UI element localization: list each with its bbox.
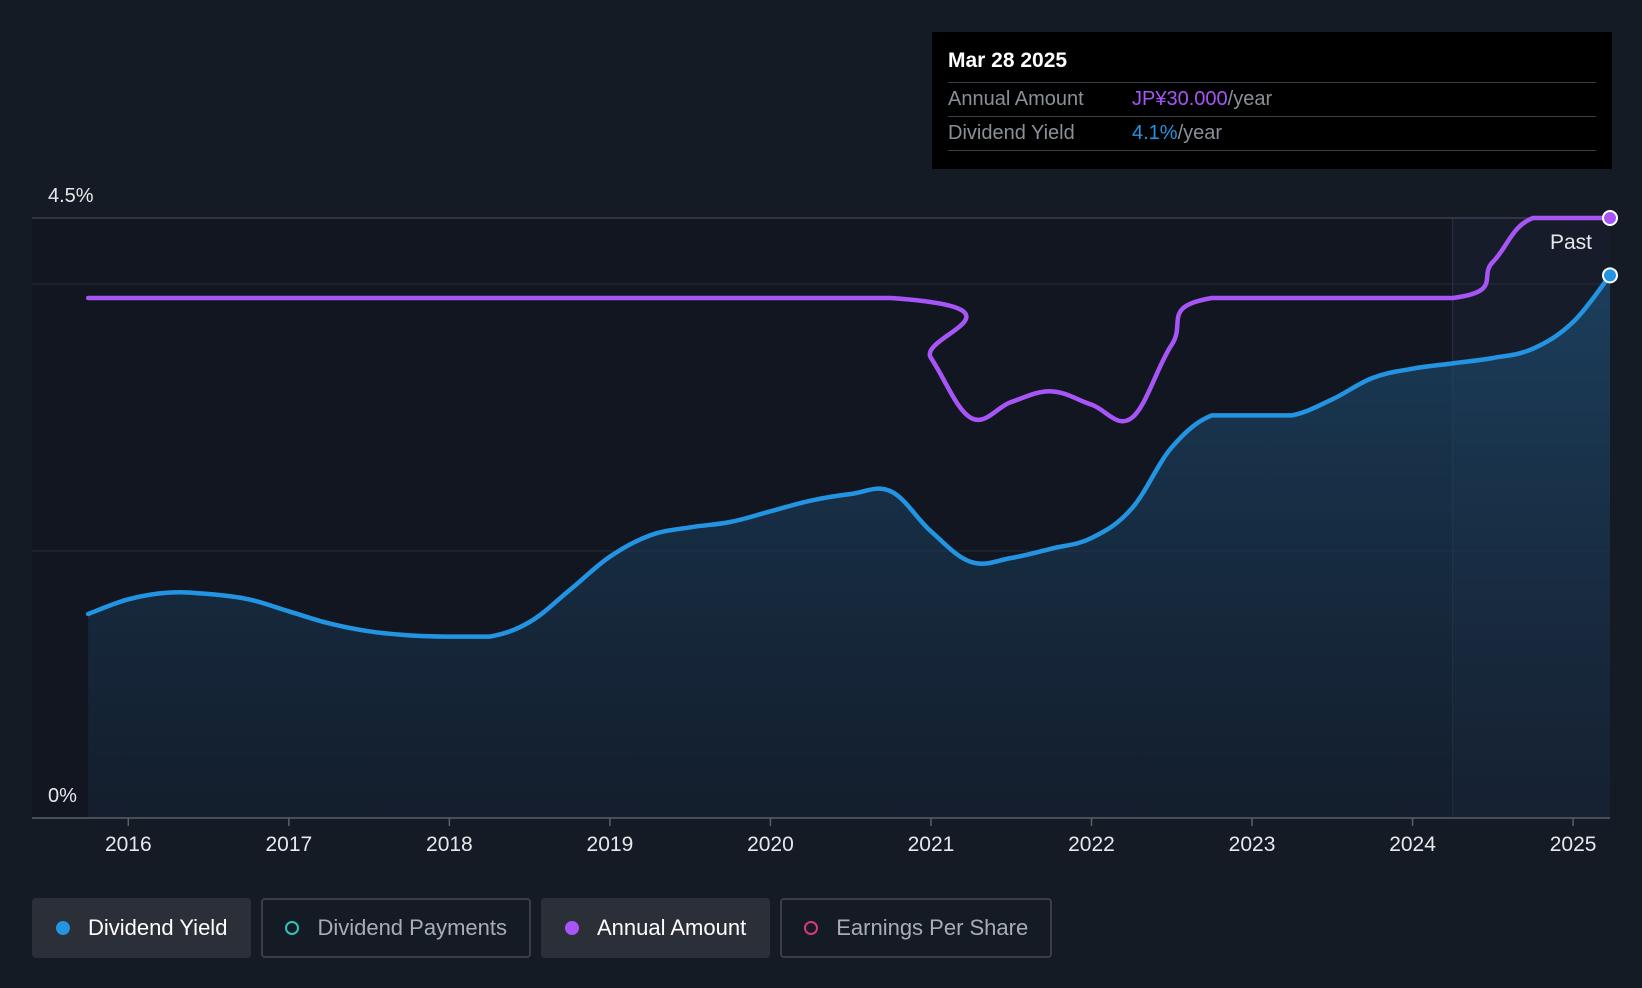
x-tick-label: 2018 (426, 833, 473, 856)
x-tick-label: 2020 (747, 833, 794, 856)
legend-label: Dividend Yield (88, 915, 228, 940)
tooltip-unit: /year (1177, 122, 1223, 144)
x-tick-label: 2022 (1068, 833, 1115, 856)
annual-amount-dot-icon (564, 921, 579, 935)
tooltip-unit: /year (1227, 88, 1273, 110)
dividend-yield-dot-icon (56, 921, 70, 935)
legend-label: Earnings Per Share (836, 915, 1029, 940)
y-tick-label: 4.5% (48, 185, 94, 207)
annual-amount-endpoint (1602, 210, 1618, 226)
legend-earnings-per-share[interactable]: Earnings Per Share (780, 898, 1053, 958)
legend: Dividend Yield Dividend Payments Annual … (32, 898, 1062, 958)
x-tick-label: 2019 (587, 833, 634, 856)
tooltip-date: Mar 28 2025 (948, 49, 1068, 72)
dividend-payments-ring-icon (285, 921, 300, 935)
y-tick-label: 0% (48, 785, 77, 807)
annual-amount-line (85, 215, 1613, 424)
legend-dividend-yield[interactable]: Dividend Yield (32, 898, 252, 958)
x-tick-label: 2017 (265, 833, 312, 856)
x-tick-label: 2025 (1550, 833, 1597, 856)
legend-annual-amount[interactable]: Annual Amount (540, 898, 771, 958)
tooltip-label: Annual Amount (948, 88, 1084, 110)
legend-label: Dividend Payments (317, 915, 507, 940)
legend-dividend-payments[interactable]: Dividend Payments (261, 898, 531, 958)
past-label: Past (1550, 231, 1592, 254)
tooltip-row-annual-amount: Annual Amount JP¥30.000 /year (948, 82, 1596, 116)
dividend-yield-line (85, 273, 1613, 639)
tooltip-value: JP¥30.000 (1132, 88, 1228, 110)
tooltip-row-dividend-yield: Dividend Yield 4.1% /year (948, 116, 1596, 151)
x-tick-label: 2021 (908, 833, 955, 856)
dividend-yield-area (88, 275, 1610, 818)
tooltip-label: Dividend Yield (948, 122, 1075, 144)
dividend-yield-endpoint (1602, 267, 1618, 284)
earnings-per-share-ring-icon (804, 921, 819, 935)
x-tick-label: 2023 (1229, 833, 1276, 856)
x-tick-label: 2024 (1389, 833, 1436, 856)
x-tick-label: 2016 (105, 833, 152, 856)
legend-label: Annual Amount (596, 915, 747, 940)
tooltip-value: 4.1% (1132, 122, 1178, 144)
tooltip: Mar 28 2025 Annual Amount JP¥30.000 /yea… (932, 32, 1612, 169)
